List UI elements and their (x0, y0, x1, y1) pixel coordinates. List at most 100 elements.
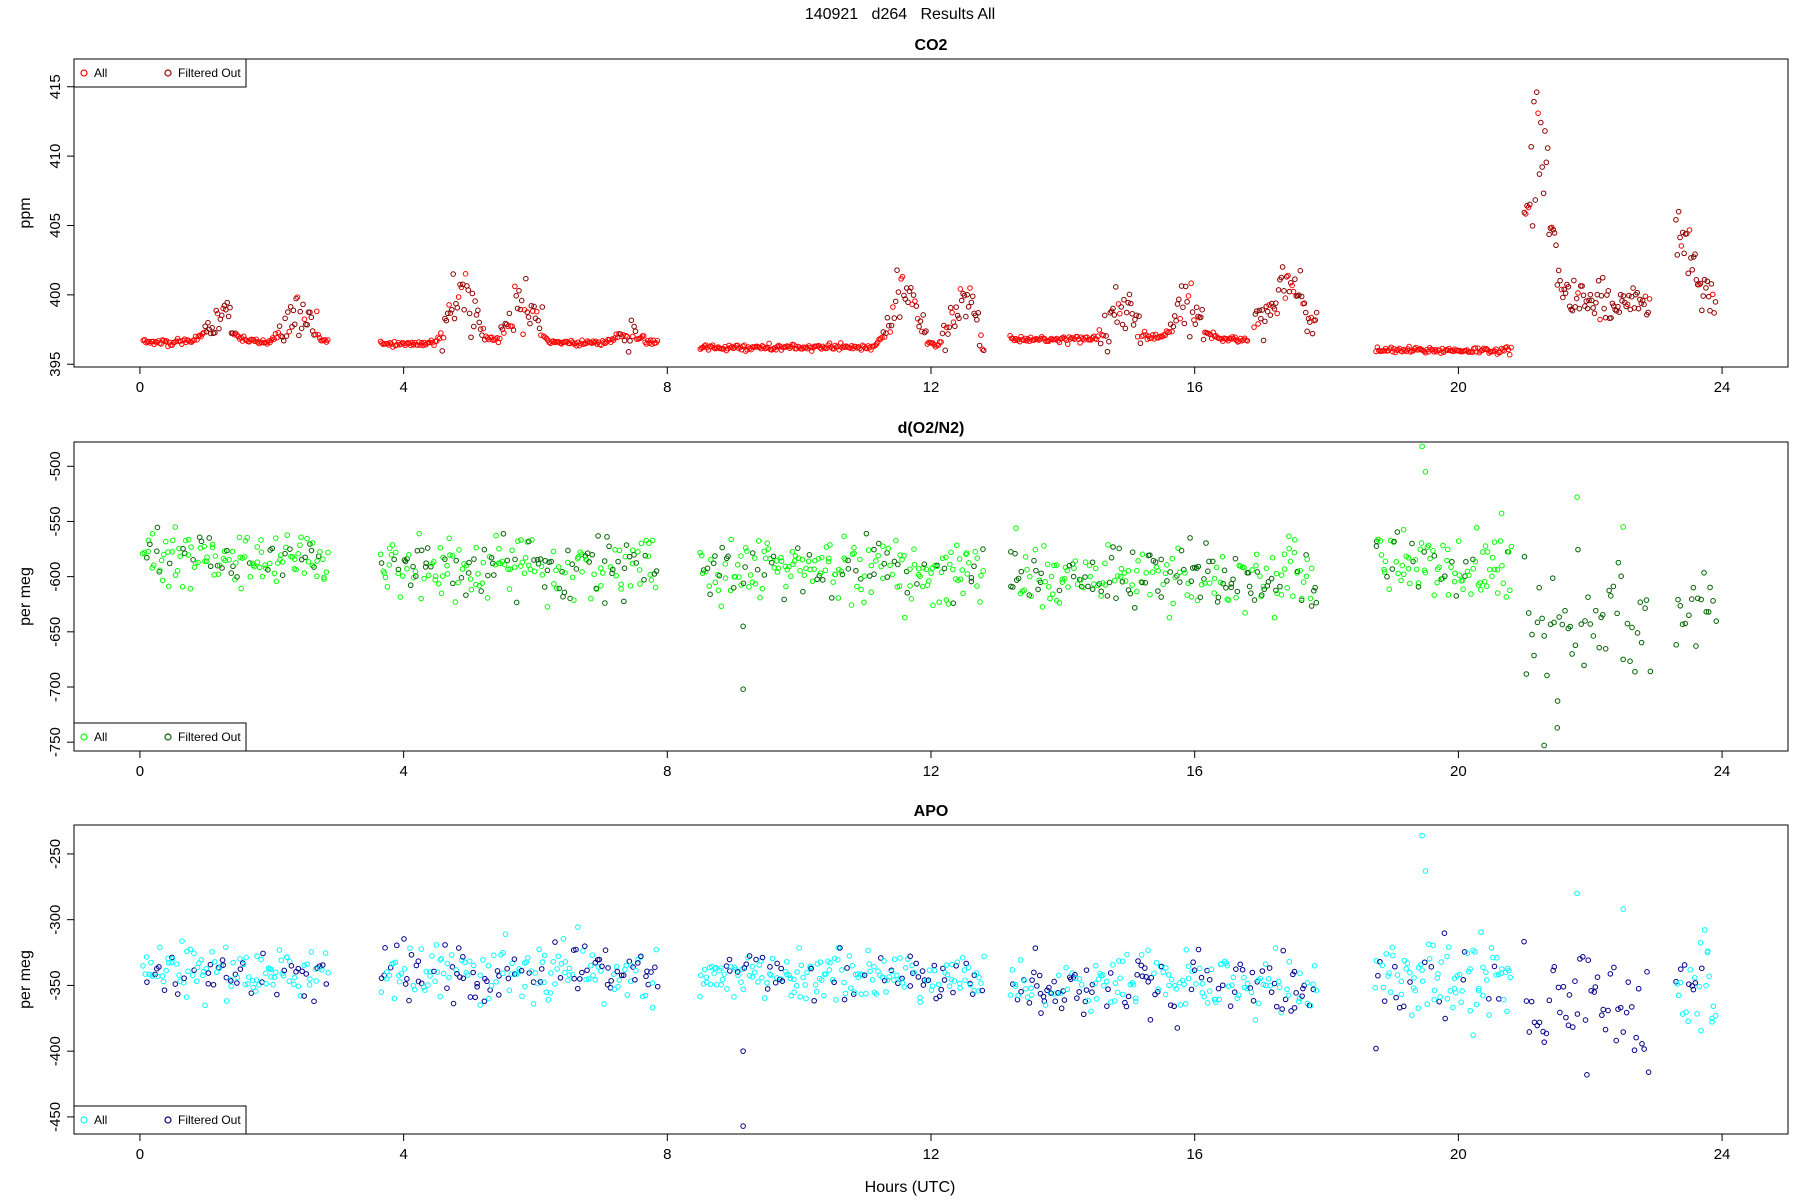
apo-all-point (142, 971, 149, 977)
o2n2-filtered-point (214, 562, 221, 569)
o2n2-all-point (784, 566, 791, 573)
co2-x-tick-label: 0 (136, 379, 144, 396)
apo-all-point (1248, 989, 1255, 996)
co2-filtered-point (1281, 288, 1287, 294)
co2-all-point (480, 325, 487, 332)
co2-filtered-point (1712, 299, 1719, 305)
o2n2-all-point (1095, 582, 1101, 589)
o2n2-all-point (817, 570, 824, 577)
co2-all-point (313, 308, 320, 315)
o2n2-filtered-point (180, 545, 186, 552)
o2n2-filtered-point (466, 559, 472, 566)
co2-all-point (220, 305, 226, 312)
apo-all-point (301, 962, 308, 969)
apo-x-tick-label: 4 (399, 1146, 407, 1163)
co2-all-point (1494, 351, 1501, 357)
apo-chart-title: APO (914, 803, 949, 820)
apo-all-point (786, 972, 793, 979)
o2n2-all-point (480, 559, 487, 566)
o2n2-all-point (868, 589, 874, 596)
apo-filtered-point (1594, 974, 1601, 980)
apo-filtered-point (743, 961, 750, 967)
o2n2-filtered-point (768, 559, 775, 566)
apo-all-point (1473, 1001, 1480, 1008)
o2n2-all-point (459, 566, 466, 572)
apo-all-point (749, 974, 756, 980)
apo-all-point (1185, 963, 1192, 970)
apo-filtered-point (1273, 1003, 1280, 1010)
co2-filtered-point (1557, 277, 1563, 284)
apo-all-point (148, 959, 154, 966)
o2n2-all-point (1024, 566, 1030, 573)
co2-filtered-point (1189, 309, 1196, 315)
apo-x-tick-label: 0 (136, 1146, 144, 1163)
co2-filtered-point (1180, 304, 1186, 311)
o2n2-filtered-point (1066, 562, 1073, 569)
co2-filtered-point (1106, 338, 1112, 345)
co2-filtered-point (916, 323, 922, 330)
co2-filtered-point (1543, 159, 1550, 166)
o2n2-filtered-point (1373, 543, 1380, 549)
o2n2-all-point (618, 581, 624, 588)
apo-all-point (396, 978, 403, 985)
o2n2-filtered-point (1562, 607, 1568, 614)
apo-all-point (555, 953, 562, 960)
o2n2-all-point (1098, 593, 1104, 599)
o2n2-all-point (896, 583, 903, 589)
o2n2-all-point (1477, 580, 1483, 586)
apo-all-point (306, 982, 313, 988)
co2-all-point (1169, 328, 1175, 335)
o2n2-all-point (773, 557, 780, 564)
apo-all-point (976, 974, 982, 981)
apo-filtered-point (557, 974, 564, 981)
co2-filtered-point (1587, 291, 1594, 298)
co2-filtered-point (308, 314, 315, 321)
apo-filtered-point (1282, 996, 1289, 1003)
o2n2-all-point (1143, 570, 1150, 576)
o2n2-all-point (752, 555, 758, 561)
o2n2-all-point (1065, 584, 1071, 590)
o2n2-filtered-point (781, 596, 787, 603)
o2n2-filtered-point (712, 553, 718, 559)
o2n2-filtered-point (623, 542, 630, 548)
apo-all-point (711, 970, 717, 977)
o2n2-all-point (1278, 592, 1285, 598)
co2-all-point (194, 337, 200, 343)
co2-filtered-point (947, 304, 954, 311)
o2n2-all-point (1051, 562, 1057, 569)
co2-filtered-point (523, 275, 529, 282)
co2-y-tick-label: 415 (47, 74, 64, 99)
o2n2-all-point (562, 569, 568, 576)
o2n2-all-point (1486, 566, 1493, 573)
apo-all-point (1456, 971, 1463, 978)
apo-all-point (193, 978, 200, 985)
co2-all-point (533, 308, 540, 315)
o2n2-all-point (1233, 594, 1239, 601)
o2n2-all-point (297, 542, 303, 549)
apo-all-point (530, 1001, 537, 1007)
o2n2-filtered-point (631, 552, 637, 558)
o2n2-all-point (907, 566, 913, 572)
apo-all-point (826, 967, 833, 973)
o2n2-all-point (629, 547, 636, 554)
co2-filtered-point (1118, 304, 1125, 310)
o2n2-all-point (1176, 569, 1183, 576)
o2n2-all-point (1440, 542, 1446, 549)
o2n2-filtered-point (1677, 603, 1684, 609)
o2n2-filtered-point (1624, 620, 1631, 627)
apo-all-point (254, 953, 260, 959)
apo-filtered-point (759, 954, 766, 961)
apo-all-point (1095, 976, 1102, 982)
o2n2-all-point (519, 559, 526, 566)
o2n2-all-point (309, 540, 316, 546)
o2n2-filtered-point (1206, 558, 1212, 565)
o2n2-filtered-point (1187, 535, 1193, 541)
apo-all-point (946, 983, 953, 989)
apo-all-point (1221, 958, 1228, 965)
o2n2-all-point (575, 554, 582, 560)
co2-filtered-point (1532, 197, 1539, 203)
apo-all-point (401, 966, 408, 972)
o2n2-all-point (708, 556, 714, 563)
co2-filtered-point (212, 329, 218, 336)
apo-all-point (823, 971, 829, 977)
